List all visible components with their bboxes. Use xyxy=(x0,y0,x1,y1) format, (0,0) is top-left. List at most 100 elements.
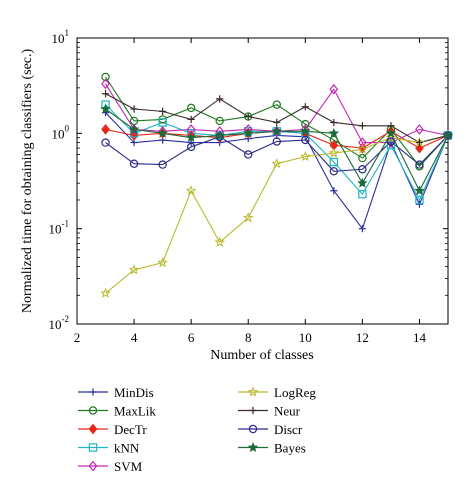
legend-item-maxlik: MaxLik xyxy=(78,404,156,419)
data-point-neur xyxy=(216,95,224,103)
legend-marker-maxlik xyxy=(88,406,98,415)
data-point-bayes xyxy=(100,103,111,114)
x-tick-label: 10 xyxy=(299,330,312,345)
data-point-mindis xyxy=(330,187,338,195)
data-point-bayes xyxy=(385,127,397,138)
y-tick-label: 10-1 xyxy=(49,219,70,237)
data-point-logreg xyxy=(128,264,140,275)
data-point-discr xyxy=(415,160,424,169)
data-point-bayes xyxy=(128,123,140,134)
data-point-neur xyxy=(101,90,110,98)
data-point-logreg xyxy=(157,257,168,268)
data-point-neur xyxy=(244,112,252,121)
x-tick-label: 8 xyxy=(245,330,252,345)
data-point-knn xyxy=(386,141,396,150)
legend-item-neur: Neur xyxy=(238,404,301,419)
series-markers xyxy=(100,72,454,298)
data-point-discr xyxy=(386,137,396,146)
data-point-knn xyxy=(358,189,367,199)
legend-label-maxlik: MaxLik xyxy=(114,404,156,419)
data-point-dectr xyxy=(129,130,139,141)
data-point-logreg xyxy=(243,212,254,223)
y-tick-label: 10-2 xyxy=(49,314,70,332)
data-point-svm xyxy=(358,137,367,148)
data-point-maxlik xyxy=(272,100,281,109)
data-point-logreg xyxy=(271,158,282,169)
legend-label-bayes: Bayes xyxy=(274,441,306,456)
legend-marker-discr xyxy=(248,424,258,434)
data-point-bayes xyxy=(328,127,340,138)
data-point-discr xyxy=(358,165,367,174)
y-tick-label: 100 xyxy=(52,123,70,141)
data-point-maxlik xyxy=(215,116,224,126)
legend-marker-bayes xyxy=(247,441,259,452)
y-tick-labels: 10-2 10-1 100 101 xyxy=(49,28,70,332)
legend-label-svm: SVM xyxy=(114,459,143,474)
data-point-bayes xyxy=(271,125,282,136)
legend-marker-neur xyxy=(249,406,257,415)
data-point-mindis xyxy=(358,225,366,233)
data-point-bayes xyxy=(185,132,197,143)
data-point-discr xyxy=(129,159,139,168)
data-point-neur xyxy=(358,122,366,130)
data-point-knn xyxy=(415,195,424,205)
data-point-bayes xyxy=(243,127,254,138)
x-tick-label: 6 xyxy=(188,330,195,345)
series-lines xyxy=(105,76,449,294)
legend-marker-knn xyxy=(88,443,98,452)
plot-frame xyxy=(76,37,449,325)
data-point-discr xyxy=(301,135,310,145)
data-point-discr xyxy=(329,167,339,176)
data-point-neur xyxy=(273,118,281,127)
data-point-logreg xyxy=(100,287,111,298)
data-point-dectr xyxy=(101,124,110,135)
x-tick-label: 12 xyxy=(356,330,369,345)
data-point-neur xyxy=(159,107,167,115)
data-point-maxlik xyxy=(358,153,367,163)
legend: MinDis MaxLik DecTr kNN SVM LogReg Neur Discr Ba… xyxy=(78,385,316,474)
legend-item-knn: kNN xyxy=(78,441,140,456)
data-point-discr xyxy=(186,142,196,152)
data-point-bayes xyxy=(300,125,311,136)
axis-ticks xyxy=(76,37,448,325)
data-point-logreg xyxy=(300,151,311,162)
legend-item-discr: Discr xyxy=(238,422,303,437)
data-point-bayes xyxy=(157,127,168,138)
legend-label-neur: Neur xyxy=(274,404,301,419)
data-point-logreg xyxy=(214,236,225,247)
legend-label-knn: kNN xyxy=(114,441,140,456)
data-point-logreg xyxy=(357,143,368,154)
data-point-svm xyxy=(415,124,424,135)
data-point-neur xyxy=(130,105,138,113)
legend-item-bayes: Bayes xyxy=(238,441,306,456)
data-point-bayes xyxy=(414,185,425,196)
data-point-neur xyxy=(187,115,195,124)
data-point-knn xyxy=(329,157,339,167)
data-point-logreg xyxy=(328,147,340,158)
legend-marker-mindis xyxy=(89,388,97,396)
legend-marker-dectr xyxy=(88,423,98,435)
data-point-maxlik xyxy=(186,103,196,113)
data-point-neur xyxy=(330,118,338,127)
data-point-svm xyxy=(101,78,110,90)
y-axis-label: Normalized time for obtaining classifier… xyxy=(20,48,35,313)
data-point-neur xyxy=(415,138,424,147)
data-point-bayes xyxy=(214,129,225,140)
data-point-discr xyxy=(272,137,281,146)
x-tick-label: 2 xyxy=(74,330,81,345)
legend-item-svm: SVM xyxy=(78,459,143,474)
data-point-discr xyxy=(101,138,110,147)
x-tick-labels: 2 4 6 8 10 12 14 xyxy=(74,330,427,345)
x-tick-label: 4 xyxy=(131,330,138,345)
data-point-bayes xyxy=(357,177,368,188)
legend-item-mindis: MinDis xyxy=(78,385,154,400)
data-point-discr xyxy=(158,160,167,169)
data-point-mindis xyxy=(415,200,424,208)
data-point-logreg xyxy=(385,132,397,143)
data-point-discr xyxy=(244,150,253,159)
legend-label-discr: Discr xyxy=(274,422,303,437)
plot-area xyxy=(76,37,454,325)
y-tick-label: 101 xyxy=(52,28,70,46)
data-point-logreg xyxy=(185,185,197,196)
